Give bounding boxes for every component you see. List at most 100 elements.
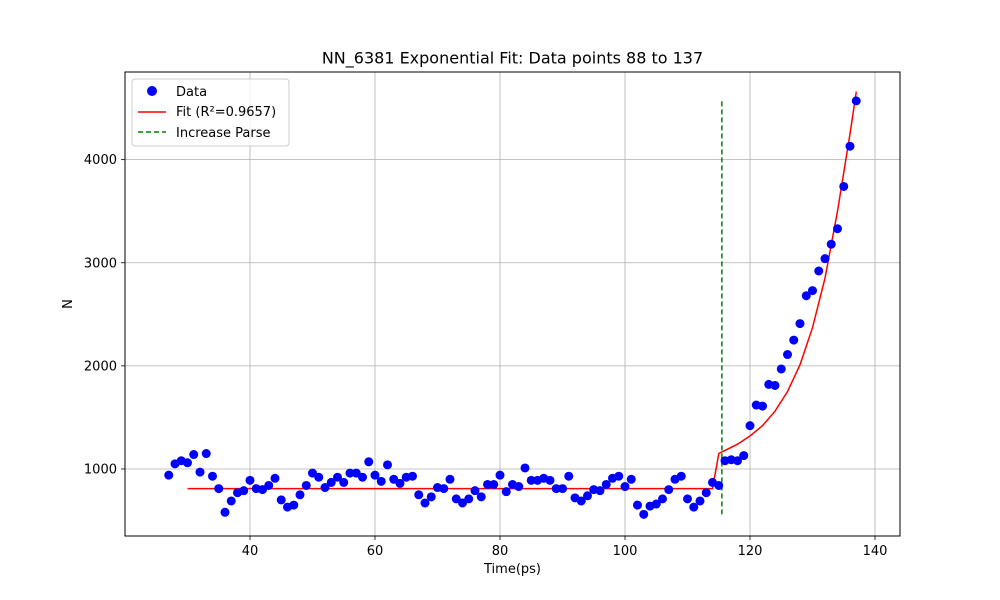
y-tick-label: 1000	[84, 462, 117, 477]
plot-frame	[124, 71, 901, 537]
data-point	[195, 467, 205, 477]
data-point	[445, 474, 455, 484]
data-point	[295, 490, 305, 500]
y-axis-label: N	[61, 299, 76, 309]
data-point	[289, 500, 299, 510]
legend-label-increase-parse: Increase Parse	[176, 126, 271, 141]
data-point	[783, 350, 792, 360]
data-point	[833, 224, 842, 234]
data-point	[320, 483, 330, 493]
data-point	[483, 479, 492, 489]
data-point	[789, 335, 799, 345]
data-point	[226, 496, 236, 506]
data-point	[189, 450, 199, 460]
data-point	[558, 484, 567, 494]
data-point	[495, 470, 505, 480]
data-point	[545, 475, 555, 485]
x-tick-label: 60	[367, 544, 384, 559]
data-point	[395, 478, 405, 488]
data-point	[220, 507, 230, 517]
data-point	[245, 475, 255, 485]
data-point	[664, 485, 674, 495]
x-axis: 40 60 80 100 120 140	[242, 536, 888, 559]
data-point	[795, 319, 805, 329]
data-point	[601, 479, 611, 489]
data-point	[808, 286, 817, 296]
data-point	[276, 495, 286, 505]
data-point	[426, 492, 436, 502]
x-tick-label: 140	[863, 544, 888, 559]
data-point	[264, 480, 274, 490]
data-point	[633, 500, 642, 510]
data-point	[214, 484, 224, 494]
data-point	[683, 494, 692, 504]
x-tick-label: 40	[242, 544, 259, 559]
data-point	[776, 364, 786, 374]
data-point	[626, 474, 636, 484]
chart-title: NN_6381 Exponential Fit: Data points 88 …	[322, 49, 703, 69]
data-point	[551, 484, 561, 494]
data-point	[333, 472, 342, 482]
legend-marker-data	[147, 86, 157, 96]
data-point	[576, 496, 586, 506]
data-point	[676, 471, 686, 481]
data-point	[826, 239, 836, 249]
data-point	[201, 449, 211, 459]
data-point	[583, 491, 592, 501]
data-point	[845, 141, 855, 151]
data-point	[314, 472, 324, 482]
data-point	[739, 451, 749, 461]
data-point	[420, 498, 430, 508]
data-point	[164, 470, 174, 480]
legend-label-data: Data	[176, 85, 207, 100]
data-point	[270, 473, 280, 483]
data-point	[801, 291, 811, 301]
data-point	[470, 486, 480, 496]
data-point	[714, 480, 724, 490]
legend-box	[131, 78, 290, 147]
data-point	[758, 401, 767, 411]
data-point	[501, 487, 511, 497]
legend: Data Fit (R²=0.9657) Increase Parse	[131, 78, 290, 147]
data-point	[345, 468, 355, 478]
data-point	[814, 266, 824, 276]
data-point	[208, 471, 217, 481]
data-point	[614, 471, 624, 481]
data-point	[526, 475, 536, 485]
y-tick-label: 3000	[84, 256, 117, 271]
data-point	[301, 480, 311, 490]
data-point	[376, 476, 386, 486]
data-point	[639, 509, 649, 519]
data-point	[370, 470, 380, 480]
data-point	[414, 490, 424, 500]
data-point	[839, 181, 849, 191]
grid	[125, 72, 900, 536]
x-tick-label: 100	[613, 544, 638, 559]
data-point	[239, 486, 249, 496]
x-tick-label: 120	[738, 544, 763, 559]
data-point	[489, 479, 499, 489]
data-point	[651, 499, 661, 509]
data-point	[520, 463, 530, 473]
data-point	[358, 472, 367, 482]
data-point	[408, 471, 417, 481]
fit-line	[187, 91, 858, 490]
data-point	[514, 482, 524, 492]
data-point	[183, 458, 192, 468]
x-axis-label: Time(ps)	[483, 562, 541, 577]
y-axis: 1000 2000 3000 4000	[84, 153, 125, 477]
plot-area	[164, 91, 861, 519]
data-point	[701, 488, 711, 498]
data-point	[339, 477, 349, 487]
x-tick-label: 80	[492, 544, 509, 559]
legend-label-fit: Fit (R²=0.9657)	[176, 105, 276, 120]
data-point	[620, 482, 630, 492]
data-point	[658, 494, 667, 504]
y-tick-label: 2000	[84, 359, 117, 374]
data-point	[326, 477, 336, 487]
y-tick-label: 4000	[84, 153, 117, 168]
data-point	[820, 254, 830, 264]
data-point	[439, 484, 449, 494]
data-point	[595, 486, 605, 496]
